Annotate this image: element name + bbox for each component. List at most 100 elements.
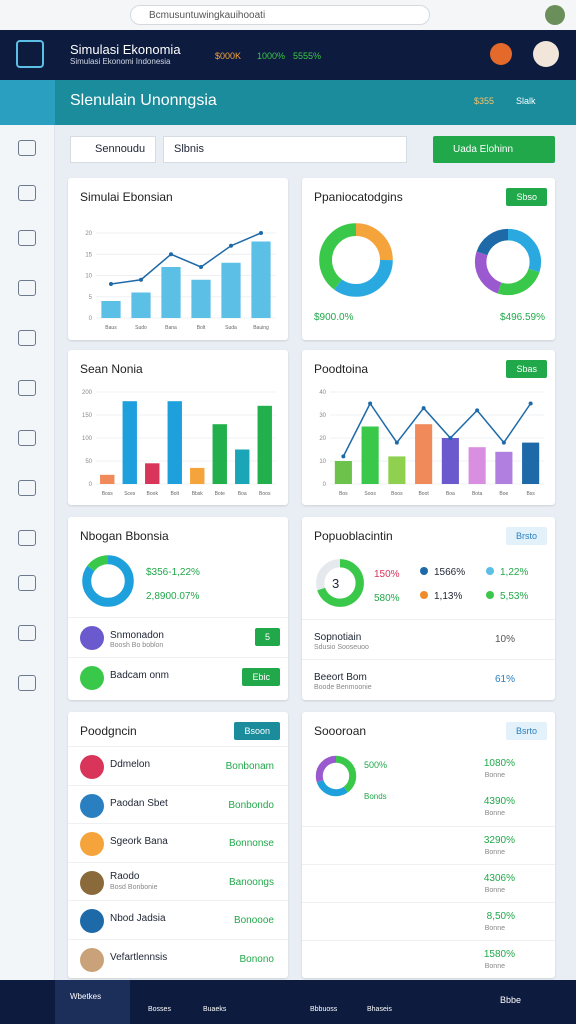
side-icon[interactable] <box>18 185 36 201</box>
item-button[interactable]: Ebic <box>242 668 280 686</box>
avatar <box>80 666 104 690</box>
panel-title: Poodgncin <box>80 724 137 738</box>
row-name: Vefartlennsis <box>110 951 168 963</box>
bar <box>161 267 181 318</box>
side-icon[interactable] <box>18 140 36 156</box>
side-icon[interactable] <box>18 480 36 496</box>
legend-label: 1,22% <box>500 567 529 578</box>
side-icon[interactable] <box>18 530 36 546</box>
side-icon[interactable] <box>18 330 36 346</box>
panel: Ppaniocatodgins Sbso $900.0% $496.59% <box>302 178 555 340</box>
line-point <box>341 454 346 459</box>
list-row: Nbod Jadsia Bonoooe <box>68 900 288 940</box>
row-value: 10% <box>494 634 515 645</box>
user-avatar[interactable] <box>533 41 559 67</box>
element: Badcam onm Ebic <box>68 657 288 697</box>
panel-title: Poodtoina <box>314 362 369 376</box>
side-icon[interactable] <box>18 230 36 246</box>
donut-segment <box>316 559 364 607</box>
panel-button[interactable]: Bsoon <box>234 722 280 740</box>
profile-avatar[interactable] <box>545 5 565 25</box>
side-icon[interactable] <box>18 380 36 396</box>
avatar <box>80 793 104 818</box>
list-row: 4390% Bonne <box>302 788 555 828</box>
avatar <box>80 626 104 650</box>
bar <box>212 424 227 484</box>
donut-segment <box>319 223 393 297</box>
list-row: 3290% Bonne <box>302 826 555 866</box>
nav-item[interactable]: Bosses <box>148 1006 171 1013</box>
row-value: Bonbondo <box>228 799 274 811</box>
settings-button[interactable] <box>0 80 55 125</box>
y-tick-label: 20 <box>85 231 92 237</box>
nav-item[interactable]: Bhaseis <box>367 1006 392 1013</box>
line-point <box>501 440 506 445</box>
row-name: Beeort Bom <box>314 672 367 683</box>
panel-button[interactable]: Bsrto <box>505 722 547 740</box>
search-input[interactable]: Slbnis <box>163 136 407 163</box>
y-tick-label: 0 <box>89 482 93 488</box>
panel-title: Ppaniocatodgins <box>314 190 403 204</box>
side-icon[interactable] <box>18 575 36 591</box>
line-point <box>259 231 263 235</box>
x-tick-label: Bolt <box>197 325 206 331</box>
row-value: 8,50% <box>486 911 515 922</box>
side-icon[interactable] <box>18 430 36 446</box>
header-stat: 5555% <box>293 51 322 61</box>
user-icon[interactable] <box>490 43 512 65</box>
row-name: Sopnotiain <box>314 632 362 643</box>
nav-item[interactable]: Bbbe <box>500 995 522 1005</box>
row-sub: Bosd Bonbonie <box>110 883 158 891</box>
x-tick-label: Boos <box>259 491 271 497</box>
header-stat: $000K <box>215 51 242 61</box>
side-icon[interactable] <box>18 675 36 691</box>
line-point <box>169 252 173 257</box>
legend-item: 1,13% <box>420 591 462 602</box>
stat: 150% <box>374 569 400 580</box>
row-name: Ddmelon <box>110 759 151 770</box>
browser-bar: Bcmusuntuwingkauihooati <box>0 0 576 30</box>
item-name: Snmonadon <box>110 630 164 641</box>
nav-item[interactable]: Bbbuoss <box>310 1006 338 1013</box>
donut-segment <box>474 228 542 296</box>
donut-segment <box>474 228 542 296</box>
bar <box>361 426 379 484</box>
row-name: Paodan Sbet <box>110 797 168 809</box>
search-input[interactable]: Sennoudu <box>70 136 156 163</box>
action-button[interactable]: Uada Elohinn <box>433 136 555 163</box>
panel-button[interactable]: Sbas <box>506 360 547 378</box>
url-bar[interactable]: Bcmusuntuwingkauihooati <box>130 5 430 25</box>
app-subtitle: Simulasi Ekonomi Indonesia <box>70 57 171 66</box>
menu[interactable]: Slalk <box>516 96 536 106</box>
donut-chart <box>474 228 542 296</box>
element: Sopnotiain Sdusio Sooseuoo 10% <box>302 619 555 659</box>
y-tick-label: 100 <box>82 436 93 442</box>
header-stat: 1000% <box>257 51 286 61</box>
avatar <box>80 755 104 779</box>
line-point <box>139 277 143 282</box>
bottom-nav: Wbetkes Bosses Buaeks Bbbuoss Bhaseis Bb… <box>0 980 576 1024</box>
row-value: 4390% <box>483 796 515 807</box>
bar <box>388 456 406 484</box>
row-value: Bonono <box>239 953 274 965</box>
y-tick-label: 150 <box>82 413 93 419</box>
x-tick-label: Baus <box>105 325 117 331</box>
panel: Simulai Ebonsian 0 5 10 15 20 Baus Sudo Bana Bol… <box>68 178 288 340</box>
nav-item[interactable]: Wbetkes <box>70 992 102 1001</box>
side-icon[interactable] <box>18 280 36 296</box>
line <box>110 232 262 285</box>
item-button[interactable]: 5 <box>254 628 280 646</box>
chart: 0 10 20 30 40 Bos Soos Boos Boot Boa Bota Boe Bss <box>319 390 544 497</box>
nav-item[interactable]: Buaeks <box>203 1006 227 1013</box>
side-icon[interactable] <box>18 625 36 641</box>
line-point <box>368 401 373 406</box>
app-header: Simulasi Ekonomia Simulasi Ekonomi Indon… <box>0 30 576 80</box>
panel-button[interactable]: Sbso <box>506 188 547 206</box>
panel-button[interactable]: Brsto <box>505 527 547 545</box>
donut-segment <box>82 555 134 607</box>
donut-chart <box>316 559 364 607</box>
nav-active <box>55 980 130 1024</box>
list-row: 1080% Bonne <box>302 750 555 790</box>
row-value: Banoongs <box>228 876 274 888</box>
